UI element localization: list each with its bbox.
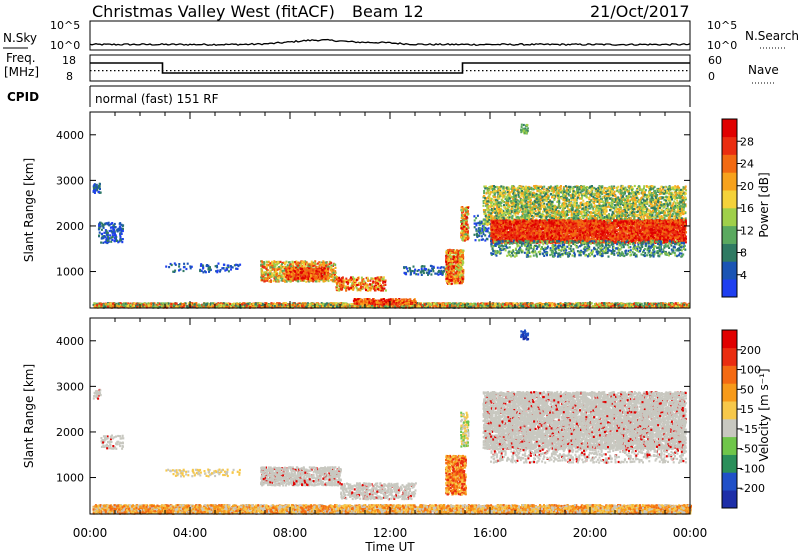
noise-left-label: N.Sky: [3, 31, 37, 45]
noise-right-tick-top: 10^5: [707, 19, 737, 32]
frequency-label-line2: [MHz]: [4, 65, 39, 79]
noise-sky-series: [90, 40, 690, 46]
power-ylabel: Slant Range [km]: [22, 158, 36, 262]
radar-summary-plot: Christmas Valley West (fitACF) Beam 12 2…: [0, 0, 800, 554]
velocity-ylabel: Slant Range [km]: [22, 364, 36, 468]
cpid-value: normal (fast) 151 RF: [95, 92, 219, 106]
frequency-tick-bottom: 8: [66, 70, 73, 83]
station-title: Christmas Valley West (fitACF): [92, 2, 335, 21]
power-scatter-data: [93, 124, 691, 309]
plot-canvas: Christmas Valley West (fitACF) Beam 12 2…: [0, 0, 800, 554]
nave-label: Nave: [748, 63, 779, 77]
time-axis-title: Time UT: [364, 540, 415, 554]
noise-right-tick-bottom: 10^0: [707, 39, 737, 52]
cpid-panel: CPID normal (fast) 151 RF: [7, 86, 690, 107]
frequency-panel-frame: [90, 55, 690, 81]
date-label: 21/Oct/2017: [590, 2, 690, 21]
frequency-label-line1: Freq.: [6, 51, 36, 65]
frequency-tick-top: 18: [62, 54, 76, 67]
noise-panel-frame: [90, 21, 690, 50]
nave-tick-bottom: 0: [708, 70, 715, 83]
power-colorbar-label: Power [dB]: [757, 172, 771, 237]
frequency-series: [90, 63, 690, 73]
time-axis-labels: 00:00 04:00 08:00 12:00 16:00 20:00 00:00: [73, 526, 708, 540]
frequency-panel: Freq. [MHz] 18 8 60 0 Nave: [4, 51, 779, 83]
noise-left-tick-bottom: 10^0: [50, 39, 80, 52]
velocity-colorbar-label: Velocity [m s⁻¹]: [757, 368, 771, 461]
noise-right-label: N.Search: [745, 29, 799, 43]
nave-tick-top: 60: [708, 54, 722, 67]
velocity-scatter-data: [93, 330, 693, 515]
noise-left-tick-top: 10^5: [50, 19, 80, 32]
cpid-label: CPID: [7, 90, 39, 104]
noise-panel: N.Sky 10^5 10^0 10^5 10^0 N.Search: [3, 19, 799, 52]
beam-label: Beam 12: [352, 2, 424, 21]
